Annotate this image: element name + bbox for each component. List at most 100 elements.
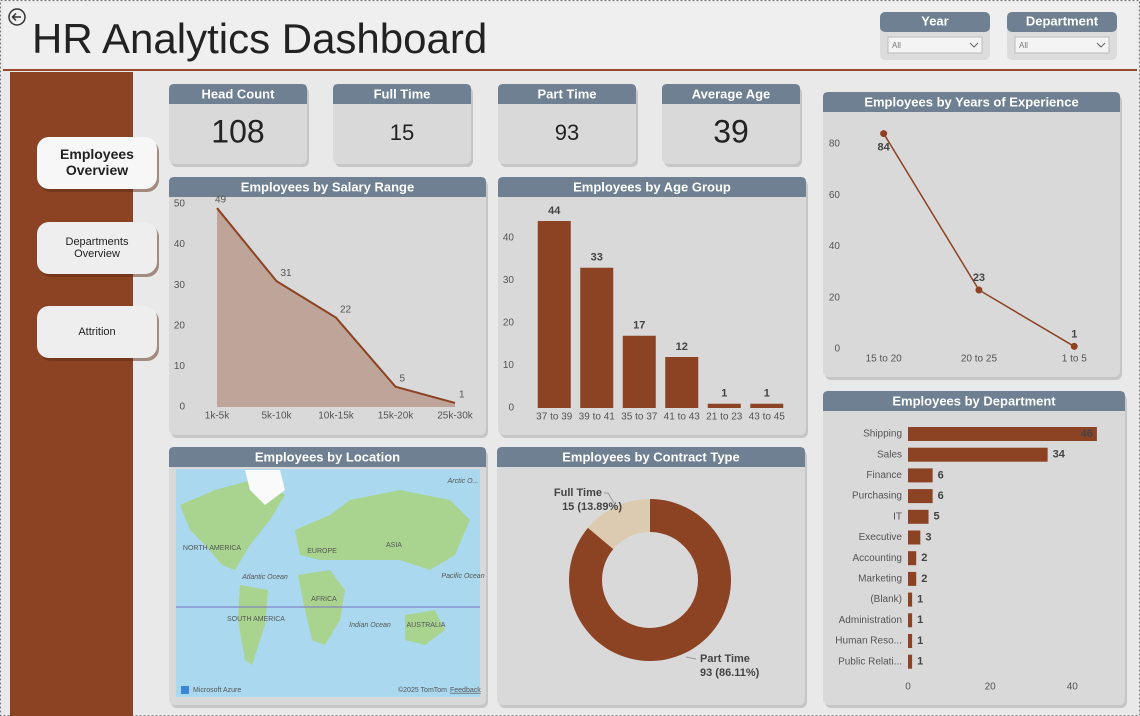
data-label: 1 [1071,328,1077,340]
bar [908,489,933,504]
data-label: 31 [281,268,293,279]
panel [498,177,806,435]
filter-dropdown[interactable]: All [887,36,983,54]
data-label: 2 [921,573,927,585]
panel-header [333,84,471,104]
data-label: 84 [878,141,891,153]
point [1070,342,1078,350]
data-label: 6 [938,469,944,481]
map-label: AFRICA [311,596,337,603]
panel-title: Employees by Years of Experience [864,94,1078,109]
data-label: 46 [1081,428,1093,440]
map-land [405,610,445,645]
panel-header [497,447,805,467]
dropdown-arrow [969,42,979,48]
data-label: 17 [633,320,645,332]
data-label: 1 [917,614,923,626]
y-tick-label: 50 [174,199,186,210]
data-label: 1 [917,635,923,647]
panel-title: Employees by Salary Range [241,179,414,194]
area-line [216,207,456,404]
x-tick-label: 15 to 20 [866,354,903,365]
y-tick-label: 40 [174,239,186,250]
map-label: NORTH AMERICA [183,545,242,552]
data-label: 6 [938,490,944,502]
leader-line [685,656,697,660]
filter-header [1007,12,1117,32]
x-tick-label: 21 to 23 [706,412,743,423]
bar [908,592,913,607]
data-label: 5 [400,373,406,384]
filter-label: Year [921,13,948,28]
data-label: 34 [1053,449,1066,461]
nav-label: Departments Overview [66,236,129,260]
x-tick-label: 5k-10k [261,411,292,422]
map-logo [181,686,189,694]
x-tick-label: 20 [985,682,997,693]
data-label: 44 [548,205,561,217]
x-tick-label: 0 [905,682,911,693]
data-label: 1 [459,390,465,401]
bar [908,571,917,586]
panel-title: Head Count [202,86,276,101]
y-tick-label: 10 [503,360,515,371]
donut-slice [569,499,732,661]
slice-value: 93 (86.11%) [700,667,760,679]
y-tick-label: Shipping [863,429,902,440]
map-label: AUSTRALIA [407,622,446,629]
panel [823,391,1125,705]
kpi-value: 108 [211,113,264,149]
y-tick-label: 20 [503,318,515,329]
y-tick-label: 10 [174,361,186,372]
y-tick-label: 0 [508,403,514,414]
nav-button[interactable]: Attrition [37,306,159,361]
point [880,130,888,138]
bar [580,267,614,408]
y-tick-label: 80 [829,138,841,149]
filter-dropdown[interactable]: All [1014,36,1110,54]
data-label: 3 [925,531,931,543]
panel [497,447,805,705]
bar [908,654,913,669]
y-tick-label: 0 [834,344,840,355]
slice-label: Full Time [554,487,602,499]
x-tick-label: 40 [1067,682,1079,693]
nav-bg [37,222,157,274]
map-label: Atlantic Ocean [241,574,288,581]
dropdown-box [1014,36,1110,54]
x-tick-label: 41 to 43 [664,412,701,423]
dropdown-box [887,36,983,54]
back-icon[interactable] [8,8,26,26]
x-tick-label: 1k-5k [205,411,230,422]
x-tick-label: 1 to 5 [1062,354,1087,365]
bar [665,357,699,408]
map-land [295,490,470,570]
data-label: 5 [934,511,940,523]
map-credit[interactable]: Feedback [450,687,481,694]
panel-header [823,391,1125,411]
y-tick-label: Purchasing [852,491,902,502]
bar [707,403,741,408]
panel-header [169,84,307,104]
donut-slice [587,499,650,550]
y-tick-label: Administration [839,615,902,626]
panel-title: Part Time [537,86,596,101]
kpi-value: 39 [713,113,749,149]
bar [908,509,929,524]
data-label: 49 [215,195,227,206]
nav-button[interactable]: Departments Overview [37,222,159,277]
x-tick-label: 20 to 25 [961,354,998,365]
bar [908,613,913,628]
nav-button[interactable]: Employees Overview [37,137,159,192]
nav-label: Employees Overview [60,146,134,178]
y-tick-label: Accounting [853,553,902,564]
y-tick-label: Public Relati... [838,656,902,667]
y-tick-label: 40 [503,233,515,244]
x-tick-label: 43 to 45 [749,412,786,423]
y-tick-label: 30 [174,280,186,291]
slice-value: 15 (13.89%) [562,501,622,513]
y-tick-label: IT [893,511,902,522]
map-credit: Microsoft Azure [193,687,241,694]
x-tick-label: 35 to 37 [621,412,658,423]
